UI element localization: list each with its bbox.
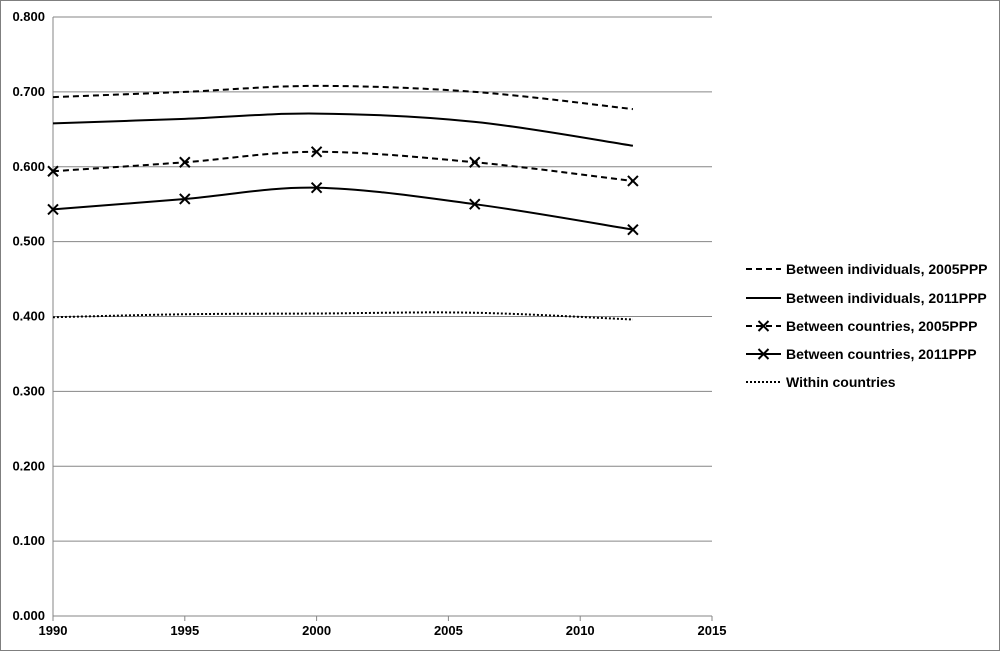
legend-label: Within countries (786, 374, 896, 390)
legend-label: Between countries, 2005PPP (786, 318, 977, 334)
series-line (52, 84, 634, 111)
x-tick-label: 1995 (170, 623, 199, 638)
y-tick-label: 0.500 (12, 234, 45, 249)
y-tick-label: 0.100 (12, 533, 45, 548)
data-point-marker (47, 165, 59, 177)
legend-item: Between countries, 2005PPP (746, 318, 977, 334)
legend-item: Within countries (746, 374, 896, 390)
y-tick-label: 0.700 (12, 84, 45, 99)
y-tick-label: 0.600 (12, 159, 45, 174)
data-point-marker (310, 182, 323, 194)
data-point-marker (627, 223, 639, 236)
x-tick-label: 1990 (39, 623, 68, 638)
x-tick-label: 2015 (698, 623, 727, 638)
legend-item: Between individuals, 2011PPP (746, 290, 987, 306)
legend-item: Between individuals, 2005PPP (746, 261, 988, 277)
series-line (52, 311, 633, 321)
data-point-marker (179, 193, 191, 205)
series-4 (47, 182, 639, 236)
series-1 (52, 84, 634, 111)
legend-label: Between individuals, 2005PPP (786, 261, 988, 277)
data-point-marker (627, 175, 639, 187)
legend-label: Between countries, 2011PPP (786, 346, 977, 362)
data-point-marker (47, 203, 59, 216)
y-tick-label: 0.800 (12, 9, 45, 24)
legend-marker (757, 320, 770, 332)
x-tick-label: 2005 (434, 623, 463, 638)
y-tick-label: 0.200 (12, 458, 45, 473)
legend-label: Between individuals, 2011PPP (786, 290, 987, 306)
y-tick-label: 0.300 (12, 383, 45, 398)
y-tick-label: 0.400 (12, 309, 45, 324)
y-tick-label: 0.000 (12, 608, 45, 623)
series-2 (52, 112, 634, 147)
series-3 (47, 146, 639, 187)
legend: Between individuals, 2005PPP Between indi… (746, 261, 988, 390)
data-point-marker (469, 156, 481, 168)
x-tick-label: 2010 (566, 623, 595, 638)
series-line (52, 186, 634, 231)
series-line (52, 112, 634, 147)
data-point-marker (469, 198, 481, 210)
legend-item: Between countries, 2011PPP (746, 346, 977, 362)
legend-marker (757, 348, 770, 360)
x-tick-label: 2000 (302, 623, 331, 638)
data-point-marker (179, 156, 191, 168)
data-point-marker (310, 146, 323, 158)
series-5 (52, 311, 633, 321)
